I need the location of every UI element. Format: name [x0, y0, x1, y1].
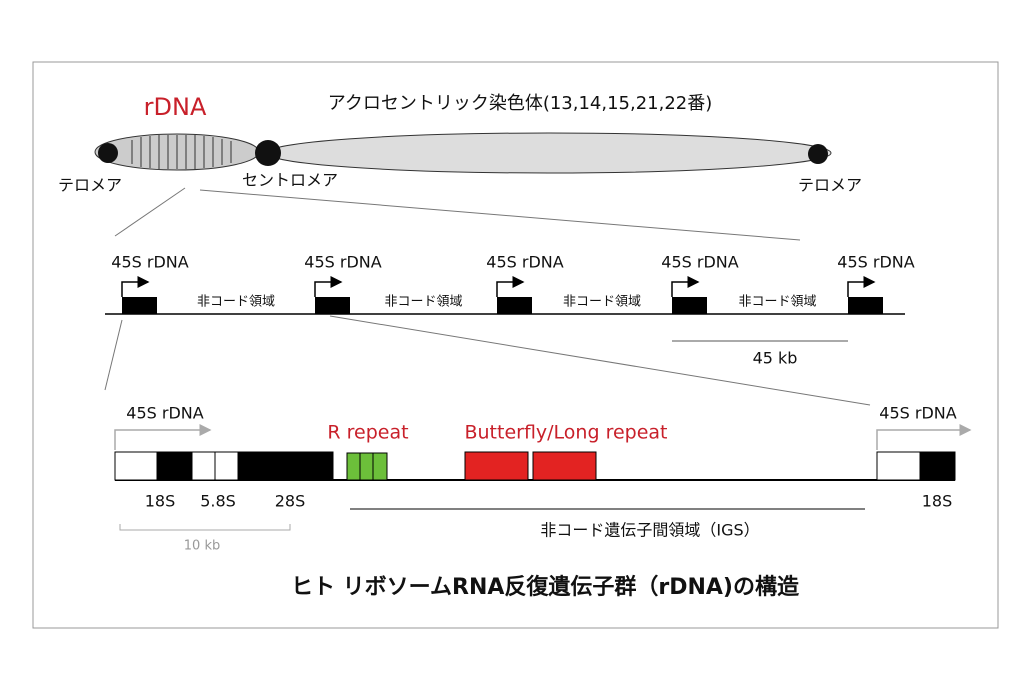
spacer-label: 非コード領域 [738, 294, 816, 310]
gene-blocks [114, 451, 956, 481]
rdna-unit [848, 297, 883, 314]
rdna-unit [672, 297, 707, 314]
tss-arrow [847, 276, 876, 297]
frame [32, 61, 999, 629]
unit-label: 45S rDNA [879, 404, 956, 423]
tss-arrow [496, 276, 525, 297]
gene-label: 28S [275, 492, 306, 511]
scale-label: 10 kb [184, 539, 220, 554]
gene-label: 18S [145, 492, 176, 511]
telomere-label: テロメア [58, 176, 122, 195]
gene-label: 5.8S [200, 492, 236, 511]
r-repeat-label: R repeat [327, 422, 408, 444]
unit-label: 45S rDNA [111, 253, 188, 272]
unit-label: 45S rDNA [661, 253, 738, 272]
rdna-unit [122, 297, 157, 314]
butterfly-label: Butterfly/Long repeat [464, 422, 667, 444]
unit-label: 45S rDNA [126, 404, 203, 423]
caption: ヒト リボソームRNA反復遺伝子群（rDNA)の構造 [291, 574, 799, 600]
spacer-label: 非コード領域 [197, 294, 275, 310]
spacer-label: 非コード領域 [563, 294, 641, 310]
rdna-unit [315, 297, 350, 314]
tss-arrow [114, 424, 972, 450]
chromosome-shape [94, 132, 832, 174]
gene-label: 18S [922, 492, 953, 511]
chromosome-title: アクロセントリック染色体(13,14,15,21,22番) [328, 93, 713, 114]
igs-label: 非コード遺伝子間領域（IGS） [540, 521, 759, 540]
zoom-lines [104, 187, 871, 406]
scale-bar [119, 524, 291, 531]
unit-label: 45S rDNA [837, 253, 914, 272]
scale-label: 45 kb [753, 349, 798, 368]
spacer-label: 非コード領域 [384, 294, 462, 310]
tss-arrow [121, 276, 150, 297]
rdna-label: rDNA [144, 93, 207, 121]
tss-arrow [671, 276, 700, 297]
centromere-label: セントロメア [242, 171, 338, 190]
rdna-unit [497, 297, 532, 314]
telomere-label: テロメア [798, 176, 862, 195]
unit-label: 45S rDNA [486, 253, 563, 272]
tss-arrow [314, 276, 343, 297]
unit-label: 45S rDNA [304, 253, 381, 272]
